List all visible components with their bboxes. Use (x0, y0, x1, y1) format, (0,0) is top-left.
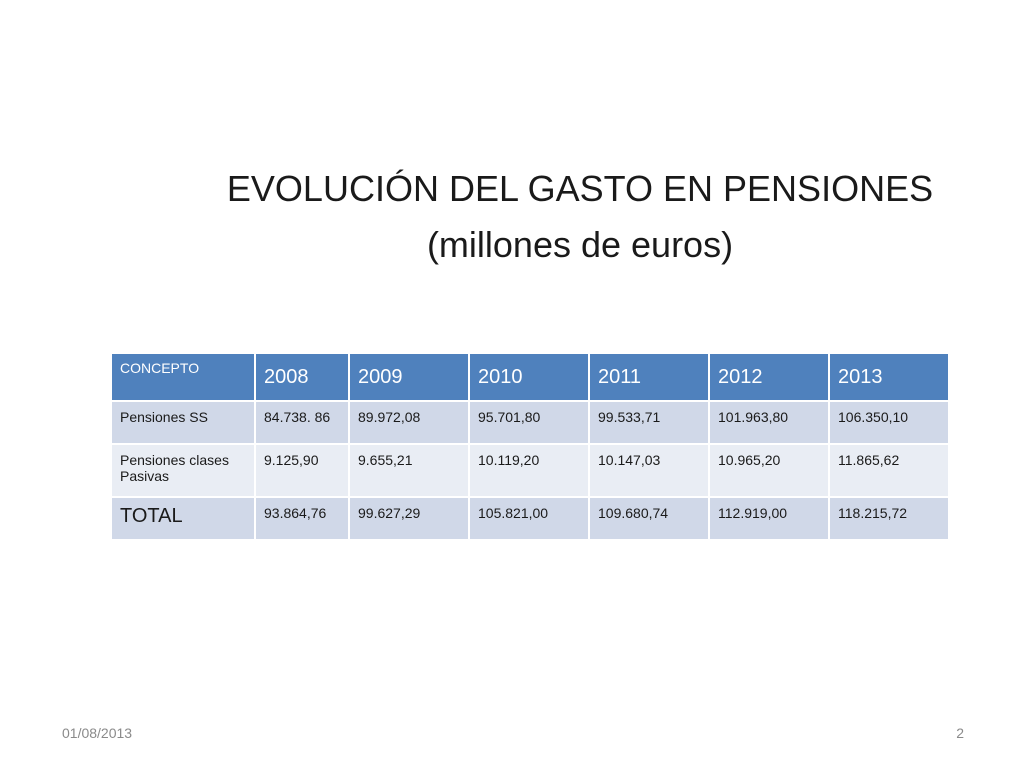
pension-table: CONCEPTO 2008 2009 2010 2011 2012 2013 P… (110, 352, 950, 541)
header-2009: 2009 (348, 352, 470, 402)
table-cell: 118.215,72 (828, 496, 950, 541)
header-concepto: CONCEPTO (110, 352, 256, 402)
header-2008: 2008 (254, 352, 350, 402)
table-cell: 109.680,74 (588, 496, 710, 541)
table-cell: 84.738. 86 (254, 400, 350, 445)
table-cell: 9.125,90 (254, 443, 350, 498)
table-cell: 10.147,03 (588, 443, 710, 498)
row-label: Pensiones SS (110, 400, 256, 445)
table-row-pensiones-clases-pasivas: Pensiones clases Pasivas 9.125,90 9.655,… (110, 443, 950, 498)
row-label-total: TOTAL (110, 496, 256, 541)
header-2012: 2012 (708, 352, 830, 402)
table-cell: 99.533,71 (588, 400, 710, 445)
table-cell: 112.919,00 (708, 496, 830, 541)
table-cell: 95.701,80 (468, 400, 590, 445)
table-cell: 10.119,20 (468, 443, 590, 498)
table-cell: 10.965,20 (708, 443, 830, 498)
footer-page-number: 2 (956, 725, 964, 741)
table-row-pensiones-ss: Pensiones SS 84.738. 86 89.972,08 95.701… (110, 400, 950, 445)
table-cell: 106.350,10 (828, 400, 950, 445)
table-cell: 9.655,21 (348, 443, 470, 498)
footer-date: 01/08/2013 (62, 725, 133, 741)
table-cell: 89.972,08 (348, 400, 470, 445)
table-row-total: TOTAL 93.864,76 99.627,29 105.821,00 109… (110, 496, 950, 541)
table-header-row: CONCEPTO 2008 2009 2010 2011 2012 2013 (110, 352, 950, 402)
header-2010: 2010 (468, 352, 590, 402)
slide-title: EVOLUCIÓN DEL GASTO EN PENSIONES (226, 168, 934, 209)
table-cell: 99.627,29 (348, 496, 470, 541)
row-label: Pensiones clases Pasivas (110, 443, 256, 498)
slide-subtitle: (millones de euros) (426, 224, 734, 265)
table-cell: 105.821,00 (468, 496, 590, 541)
table-cell: 101.963,80 (708, 400, 830, 445)
pension-table-container: CONCEPTO 2008 2009 2010 2011 2012 2013 P… (110, 352, 950, 541)
header-2011: 2011 (588, 352, 710, 402)
header-2013: 2013 (828, 352, 950, 402)
table-cell: 11.865,62 (828, 443, 950, 498)
table-cell: 93.864,76 (254, 496, 350, 541)
